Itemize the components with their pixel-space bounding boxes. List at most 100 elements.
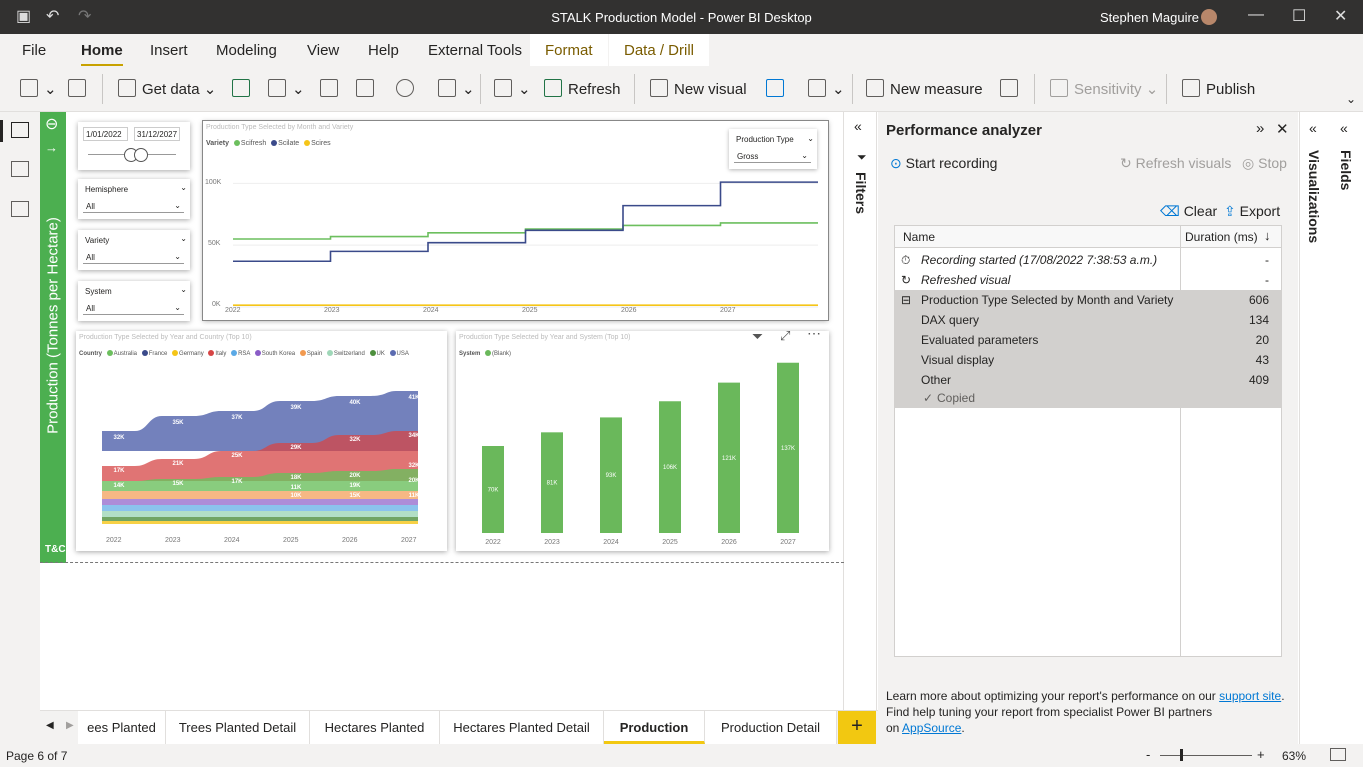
- avatar[interactable]: [1201, 9, 1217, 25]
- zoom-slider-track[interactable]: [1160, 755, 1252, 756]
- get-data-button[interactable]: Get data ⌄: [118, 79, 216, 98]
- focus-mode-icon[interactable]: ⤢: [780, 328, 791, 343]
- legend-item[interactable]: Switzerland: [333, 351, 365, 357]
- expand-left-icon[interactable]: «: [854, 118, 862, 134]
- more-visuals-button[interactable]: ⌄: [808, 79, 845, 98]
- column-header-name[interactable]: Name: [903, 230, 936, 244]
- data-view-icon[interactable]: [11, 161, 29, 177]
- legend-item[interactable]: Germany: [179, 351, 204, 357]
- zoom-slider-thumb[interactable]: [1180, 749, 1183, 761]
- format-painter-button[interactable]: [68, 79, 92, 98]
- ribbon-italy[interactable]: [102, 431, 418, 481]
- export-button[interactable]: ⇪ Export: [1224, 203, 1281, 219]
- tab-trees-planted-detail[interactable]: Trees Planted Detail: [166, 711, 310, 744]
- legend-item[interactable]: (Blank): [492, 351, 512, 357]
- menu-external-tools[interactable]: External Tools: [428, 42, 522, 59]
- range-handle-end[interactable]: [134, 148, 148, 162]
- paste-button[interactable]: ⌄: [20, 79, 57, 98]
- slicer-dropdown[interactable]: Gross ⌄: [734, 149, 811, 163]
- column-header-duration[interactable]: Duration (ms): [1185, 230, 1258, 244]
- tab-production[interactable]: Production: [604, 711, 705, 744]
- slicer-dropdown[interactable]: All ⌄: [83, 250, 184, 264]
- close-icon[interactable]: ✕: [1334, 8, 1348, 25]
- quick-measure-button[interactable]: [1000, 79, 1024, 98]
- slicer-dropdown[interactable]: All ⌄: [83, 199, 184, 213]
- series-line-scilate[interactable]: [233, 181, 818, 263]
- menu-data-drill[interactable]: Data / Drill: [609, 34, 710, 66]
- refresh-button[interactable]: Refresh: [544, 79, 621, 98]
- save-icon[interactable]: ▣: [16, 8, 32, 25]
- bar-chart-visual[interactable]: Production Type Selected by Year and Sys…: [456, 325, 829, 551]
- legend-item[interactable]: USA: [396, 351, 409, 357]
- legend-item[interactable]: Spain: [306, 351, 323, 357]
- menu-insert[interactable]: Insert: [150, 42, 188, 59]
- text-box-button[interactable]: [766, 79, 790, 98]
- menu-format[interactable]: Format: [530, 34, 608, 66]
- tab-scroll-left-icon[interactable]: ◀: [46, 720, 54, 731]
- zoom-out-button[interactable]: -: [1146, 747, 1151, 762]
- ribbon-germany[interactable]: [102, 521, 418, 524]
- table-row[interactable]: DAX query 134: [895, 310, 1281, 330]
- publish-button[interactable]: Publish: [1182, 79, 1255, 98]
- production-type-slicer[interactable]: Production Type ⌄ Gross ⌄: [729, 129, 817, 169]
- date-slicer[interactable]: 1/01/2022 31/12/2027: [78, 122, 190, 170]
- bar-2024[interactable]: [600, 417, 622, 533]
- ribbon-south-korea[interactable]: [102, 499, 418, 505]
- expand-fields-icon[interactable]: «: [1340, 120, 1348, 136]
- enter-data-button[interactable]: [356, 79, 380, 98]
- recent-sources-button[interactable]: ⌄: [438, 79, 475, 98]
- tab-hectares-planted[interactable]: Hectares Planted: [310, 711, 440, 744]
- table-row[interactable]: Visual display 43: [895, 350, 1281, 370]
- system-slicer[interactable]: System ⌄ All ⌄: [78, 281, 190, 321]
- add-page-button[interactable]: +: [838, 711, 876, 744]
- sql-button[interactable]: [320, 79, 344, 98]
- legend-item[interactable]: UK: [376, 351, 385, 357]
- expand-visualizations-icon[interactable]: «: [1309, 120, 1317, 136]
- bar-2023[interactable]: [541, 432, 563, 533]
- new-measure-button[interactable]: New measure: [866, 79, 983, 98]
- variety-slicer[interactable]: Variety ⌄ All ⌄: [78, 230, 190, 270]
- menu-view[interactable]: View: [307, 42, 340, 59]
- dataset-button[interactable]: ⌄: [268, 79, 305, 98]
- menu-modeling[interactable]: Modeling: [216, 42, 277, 59]
- ribbon-switzerland[interactable]: [102, 511, 418, 517]
- slicer-dropdown[interactable]: All ⌄: [83, 301, 184, 315]
- legend-item[interactable]: Scifresh: [240, 140, 267, 147]
- user-name[interactable]: Stephen Maguire: [1100, 10, 1200, 25]
- bar-2025[interactable]: [659, 401, 681, 533]
- ribbon-rsa[interactable]: [102, 505, 418, 511]
- end-date-input[interactable]: 31/12/2027: [134, 127, 180, 141]
- menu-file[interactable]: File: [22, 42, 47, 59]
- ribbon-spain[interactable]: [102, 491, 418, 499]
- tab-trees-planted[interactable]: ees Planted: [78, 711, 166, 744]
- legend-item[interactable]: Australia: [113, 351, 138, 357]
- maximize-icon[interactable]: ☐: [1292, 8, 1307, 25]
- more-options-icon[interactable]: ⋯: [807, 325, 821, 341]
- filter-icon[interactable]: ⏷: [752, 328, 764, 344]
- stop-button[interactable]: ◎ Stop: [1242, 155, 1287, 171]
- menu-home[interactable]: Home: [81, 42, 123, 67]
- ribbon-chart-visual[interactable]: Production Type Selected by Year and Cou…: [76, 331, 447, 551]
- ribbon-australia[interactable]: [102, 469, 418, 491]
- excel-button[interactable]: [232, 79, 256, 98]
- start-recording-button[interactable]: ⊙ Start recording: [890, 155, 998, 171]
- dataverse-button[interactable]: [396, 79, 420, 98]
- line-chart-visual[interactable]: Production Type Selected by Month and Va…: [202, 120, 829, 321]
- close-icon[interactable]: ✕: [1276, 121, 1289, 138]
- collapse-minus-icon[interactable]: ⊟: [901, 293, 912, 307]
- ribbon-collapse-icon[interactable]: ⌄: [1346, 92, 1357, 106]
- bar-2026[interactable]: [718, 382, 740, 533]
- tab-hectares-planted-detail[interactable]: Hectares Planted Detail: [440, 711, 604, 744]
- filters-pane-collapsed[interactable]: « ⏷ Filters: [845, 112, 877, 744]
- table-row[interactable]: ⊟ Production Type Selected by Month and …: [895, 290, 1281, 310]
- refresh-visuals-button[interactable]: ↻ Refresh visuals: [1120, 155, 1232, 171]
- fit-to-page-icon[interactable]: [1330, 748, 1346, 761]
- menu-help[interactable]: Help: [368, 42, 399, 59]
- transform-button[interactable]: ⌄: [494, 79, 531, 98]
- legend-item[interactable]: RSA: [238, 351, 251, 357]
- report-view-icon[interactable]: [11, 122, 29, 138]
- zoom-in-button[interactable]: +: [1257, 747, 1265, 762]
- minimize-icon[interactable]: —: [1248, 6, 1264, 23]
- table-row[interactable]: ⏱ Recording started (17/08/2022 7:38:53 …: [901, 253, 1269, 267]
- legend-item[interactable]: Italy: [215, 351, 227, 357]
